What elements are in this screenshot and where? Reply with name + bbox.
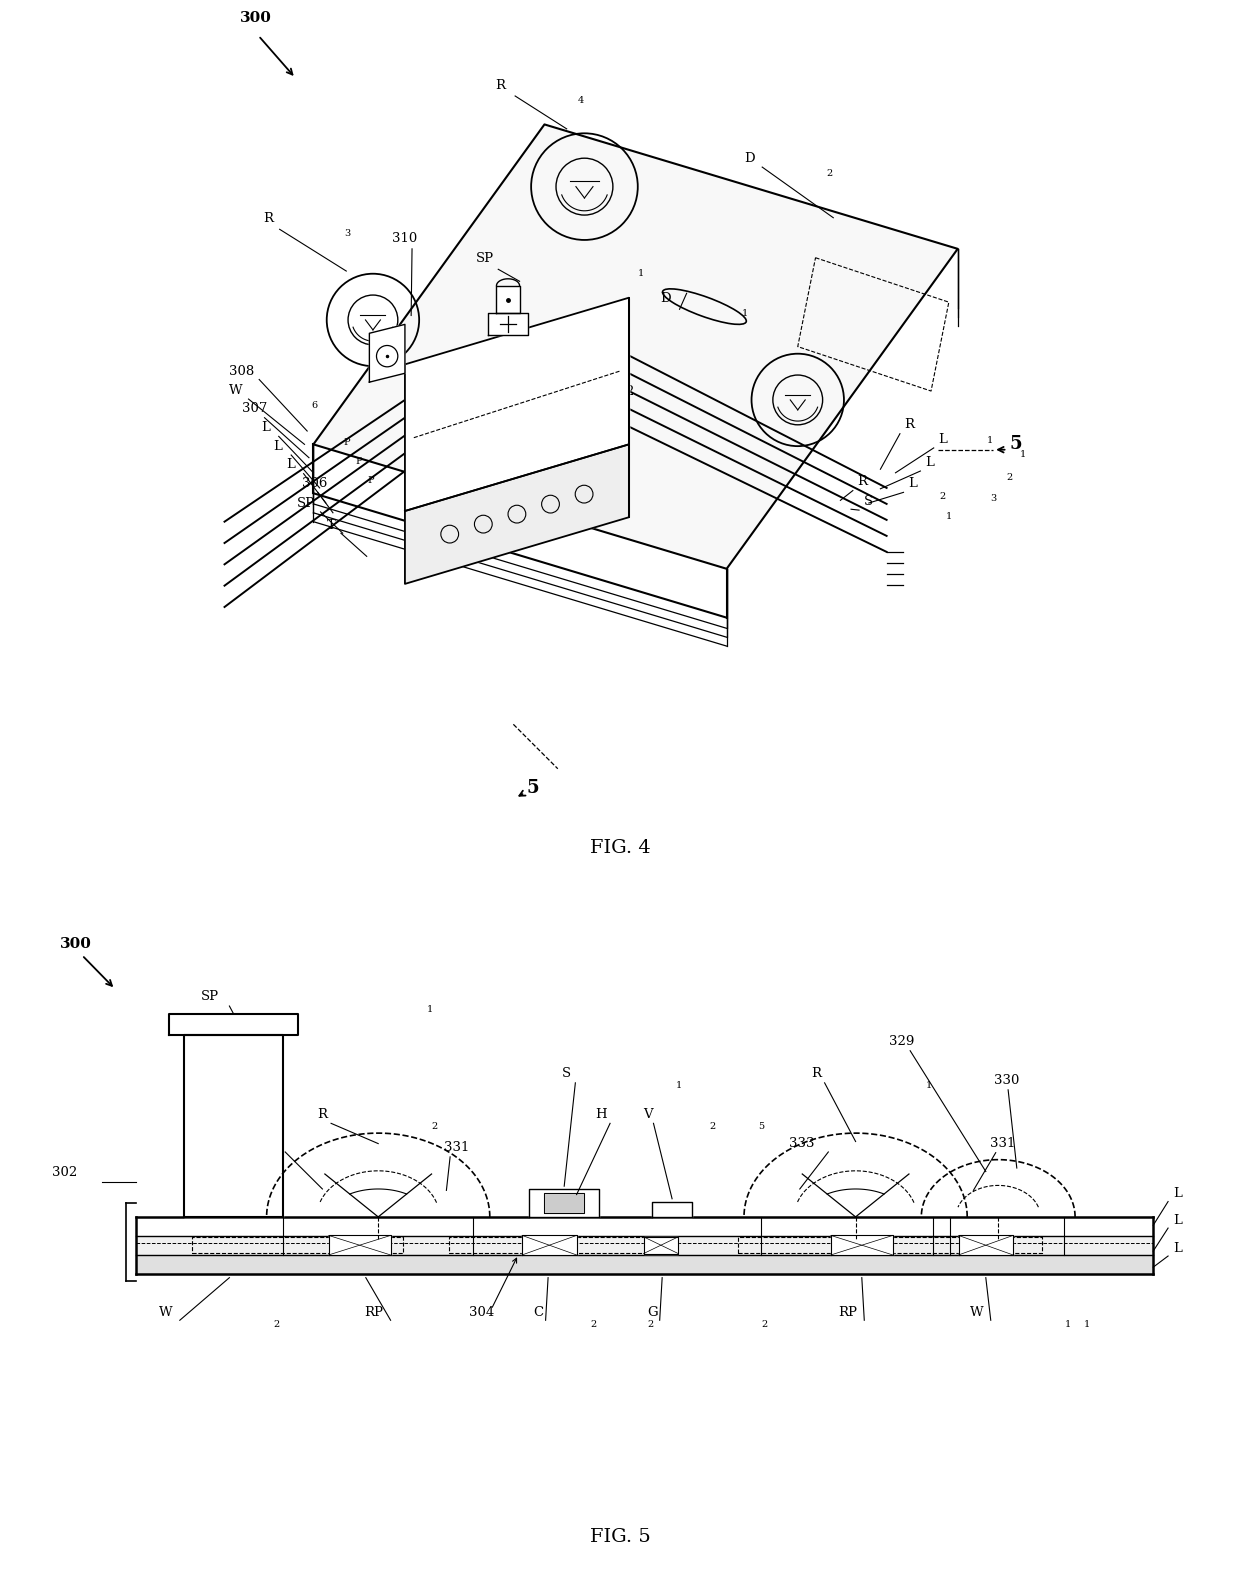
Text: 1: 1 <box>1084 1320 1090 1330</box>
Text: 308: 308 <box>229 365 254 378</box>
Text: 1: 1 <box>945 513 952 521</box>
Text: L: L <box>260 421 270 433</box>
Text: D: D <box>660 292 671 305</box>
Text: 1: 1 <box>986 435 993 444</box>
Text: 5: 5 <box>409 536 415 544</box>
Polygon shape <box>831 1235 893 1255</box>
Polygon shape <box>959 1235 1013 1255</box>
Text: 3: 3 <box>345 230 351 238</box>
Text: C: C <box>533 1306 543 1319</box>
Text: L: L <box>939 433 947 446</box>
Polygon shape <box>169 1014 298 1035</box>
Text: 6: 6 <box>311 402 317 409</box>
Text: T: T <box>326 519 336 532</box>
Text: 310: 310 <box>393 232 418 244</box>
Text: 2: 2 <box>647 1320 653 1330</box>
Polygon shape <box>136 1255 1153 1274</box>
Text: 300: 300 <box>239 11 272 25</box>
Text: 331: 331 <box>990 1136 1014 1151</box>
Text: L: L <box>273 440 283 452</box>
Text: R: R <box>317 1108 327 1120</box>
Polygon shape <box>136 1236 1153 1255</box>
Text: 333: 333 <box>789 1136 815 1151</box>
Polygon shape <box>529 1189 599 1217</box>
Text: 302: 302 <box>609 386 635 398</box>
Text: 302: 302 <box>52 1166 77 1179</box>
Polygon shape <box>136 1217 1153 1236</box>
Text: 2: 2 <box>709 1122 715 1132</box>
Text: 329: 329 <box>889 1035 914 1047</box>
Text: SP: SP <box>476 252 495 265</box>
Text: 1: 1 <box>925 1081 931 1090</box>
Text: 333: 333 <box>246 1136 272 1151</box>
Polygon shape <box>405 298 629 511</box>
Polygon shape <box>184 1035 283 1217</box>
Text: 2: 2 <box>591 1320 598 1330</box>
Text: SP: SP <box>296 497 315 509</box>
Polygon shape <box>314 124 957 568</box>
Text: W: W <box>159 1306 172 1319</box>
Text: R: R <box>263 213 273 225</box>
Text: FIG. 4: FIG. 4 <box>590 840 650 857</box>
Polygon shape <box>544 1193 584 1212</box>
Text: 2: 2 <box>273 1320 279 1330</box>
Text: 2: 2 <box>939 492 946 501</box>
Text: 4: 4 <box>578 97 584 105</box>
Text: 307: 307 <box>242 403 268 416</box>
Text: 1: 1 <box>639 270 645 278</box>
Polygon shape <box>370 324 405 382</box>
Text: 5: 5 <box>758 1122 764 1132</box>
Text: L: L <box>908 478 916 490</box>
Polygon shape <box>496 286 520 313</box>
Text: R: R <box>496 79 506 92</box>
Text: 331: 331 <box>444 1141 469 1154</box>
Text: V: V <box>644 1108 653 1120</box>
Text: L: L <box>1173 1241 1182 1255</box>
Text: 5: 5 <box>527 779 539 797</box>
Text: RP: RP <box>838 1306 857 1319</box>
Text: R: R <box>811 1066 821 1081</box>
Text: 330: 330 <box>994 1074 1019 1087</box>
Text: FIG. 5: FIG. 5 <box>590 1528 650 1546</box>
Text: 1: 1 <box>742 309 748 319</box>
Polygon shape <box>644 1236 678 1254</box>
Text: 306: 306 <box>301 478 327 490</box>
Text: 1: 1 <box>676 1081 682 1090</box>
Text: 2: 2 <box>1007 473 1013 482</box>
Text: S: S <box>863 495 873 508</box>
Text: 2: 2 <box>761 1320 768 1330</box>
Text: 1: 1 <box>427 1005 434 1014</box>
Polygon shape <box>652 1201 692 1217</box>
Text: R: R <box>857 475 867 489</box>
Text: R: R <box>904 419 914 432</box>
Text: 300: 300 <box>60 936 92 951</box>
Text: D: D <box>744 152 755 165</box>
Text: 2: 2 <box>459 514 465 522</box>
Text: 2: 2 <box>826 168 832 178</box>
Text: 1: 1 <box>1064 1320 1071 1330</box>
Text: W: W <box>229 384 243 397</box>
Text: P: P <box>343 438 350 448</box>
Polygon shape <box>405 444 629 584</box>
Text: 2: 2 <box>432 1122 438 1132</box>
Text: H: H <box>595 1108 606 1120</box>
Text: L: L <box>1173 1214 1182 1227</box>
Text: 1: 1 <box>1021 449 1027 459</box>
Text: RP: RP <box>365 1306 383 1319</box>
Text: W: W <box>970 1306 983 1319</box>
Polygon shape <box>329 1235 391 1255</box>
Text: 304: 304 <box>469 1306 494 1319</box>
Text: L: L <box>925 455 934 468</box>
Text: P: P <box>368 476 374 484</box>
Text: 3: 3 <box>990 494 996 503</box>
Text: G: G <box>647 1306 658 1319</box>
Polygon shape <box>522 1235 577 1255</box>
Text: L: L <box>1173 1187 1182 1200</box>
Text: P: P <box>356 457 362 467</box>
Text: SP: SP <box>201 990 219 1003</box>
Text: S: S <box>562 1066 570 1081</box>
Text: 5: 5 <box>1009 435 1022 452</box>
Text: L: L <box>286 459 295 471</box>
Polygon shape <box>489 313 527 335</box>
